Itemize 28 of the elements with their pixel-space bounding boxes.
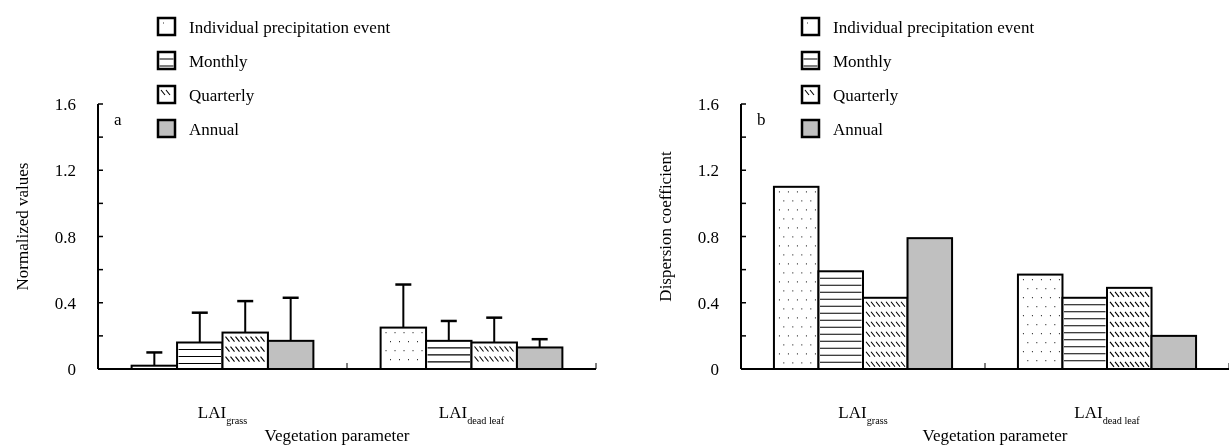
legend-label: Annual [189, 120, 240, 139]
y-tick-label: 0.8 [697, 227, 719, 247]
legend-label: Quarterly [833, 86, 899, 105]
legend-label: Individual precipitation event [833, 18, 1035, 37]
y-axis-title: Normalized values [13, 162, 32, 291]
y-tick-label: 0 [67, 360, 76, 379]
legend-label: Annual [833, 120, 884, 139]
y-tick-label: 1.2 [54, 161, 76, 181]
x-axis-title: Vegetation parameter [264, 426, 410, 445]
y-tick-label: 0 [710, 360, 719, 379]
x-axis-title: Vegetation parameter [922, 426, 1068, 445]
x-tick-label: LAI$_{grass}$ [197, 403, 248, 426]
x-tick-label: LAI$_{dead leaf}$ [1074, 403, 1141, 426]
legend-label: Monthly [189, 52, 249, 71]
legend-label: Quarterly [189, 86, 255, 105]
x-tick-label: LAI$_{dead leaf}$ [438, 403, 505, 426]
annotation: b [757, 110, 766, 129]
y-tick-label: 1.6 [54, 95, 76, 114]
legend-label: Individual precipitation event [189, 18, 391, 37]
y-tick-label: 1.6 [697, 95, 719, 114]
y-tick-label: 0.8 [54, 227, 76, 247]
y-tick-label: 1.2 [697, 161, 719, 181]
y-tick-label: 0.4 [54, 293, 77, 313]
legend-label: Monthly [833, 52, 893, 71]
x-tick-label: LAI$_{grass}$ [838, 403, 888, 426]
annotation: a [114, 110, 122, 129]
y-axis-title: Dispersion coefficient [656, 151, 675, 302]
y-tick-label: 0.4 [697, 293, 720, 313]
